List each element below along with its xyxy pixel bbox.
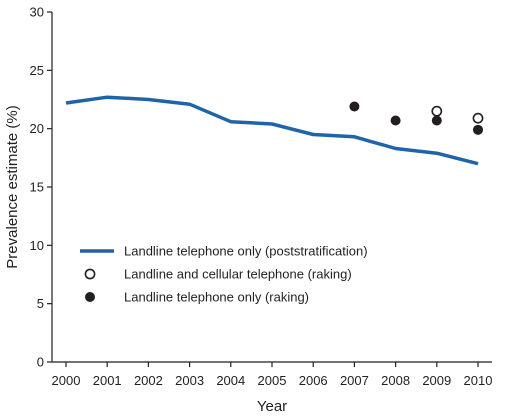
x-axis-title: Year [257, 398, 287, 415]
y-tick-label: 0 [37, 355, 44, 370]
y-ticks: 0 5 10 15 20 25 30 [30, 5, 52, 370]
filled-circle-point [473, 124, 483, 135]
x-tick-label: 2002 [134, 373, 163, 388]
filled-circle-point [349, 101, 360, 112]
filled-circle-point [431, 115, 442, 126]
legend-label: Landline and cellular telephone (raking) [124, 267, 352, 282]
open-circle-point [472, 112, 484, 124]
x-tick-label: 2000 [52, 373, 81, 388]
open-circle-point [431, 105, 443, 117]
legend-label: Landline telephone only (raking) [124, 290, 309, 305]
y-tick-label: 30 [30, 5, 44, 20]
filled-circle-point [390, 115, 401, 126]
series [65, 95, 484, 166]
legend-label: Landline telephone only (poststratificat… [124, 244, 368, 259]
legend-swatch-filled-circle [85, 292, 95, 302]
x-tick-label: 2004 [216, 373, 245, 388]
x-tick-label: 2003 [175, 373, 204, 388]
x-tick-label: 2005 [258, 373, 287, 388]
y-tick-label: 5 [37, 296, 44, 311]
y-axis-title: Prevalence estimate (%) [4, 105, 21, 268]
legend: Landline telephone only (poststratificat… [80, 244, 368, 305]
x-ticks: 2000 2001 2002 2003 2004 2005 2006 2007 2008 2009… [52, 362, 493, 388]
y-tick-label: 10 [30, 238, 44, 253]
series-line-0 [65, 95, 479, 166]
y-tick-label: 15 [30, 180, 44, 195]
x-tick-label: 2010 [464, 373, 493, 388]
x-tick-label: 2008 [381, 373, 410, 388]
x-tick-label: 2007 [340, 373, 369, 388]
y-tick-label: 25 [30, 63, 44, 78]
axes [51, 12, 492, 363]
legend-swatch-open-circle [84, 268, 96, 280]
x-tick-label: 2001 [93, 373, 122, 388]
x-tick-label: 2006 [299, 373, 328, 388]
y-tick-label: 20 [30, 121, 44, 136]
x-tick-label: 2009 [422, 373, 451, 388]
